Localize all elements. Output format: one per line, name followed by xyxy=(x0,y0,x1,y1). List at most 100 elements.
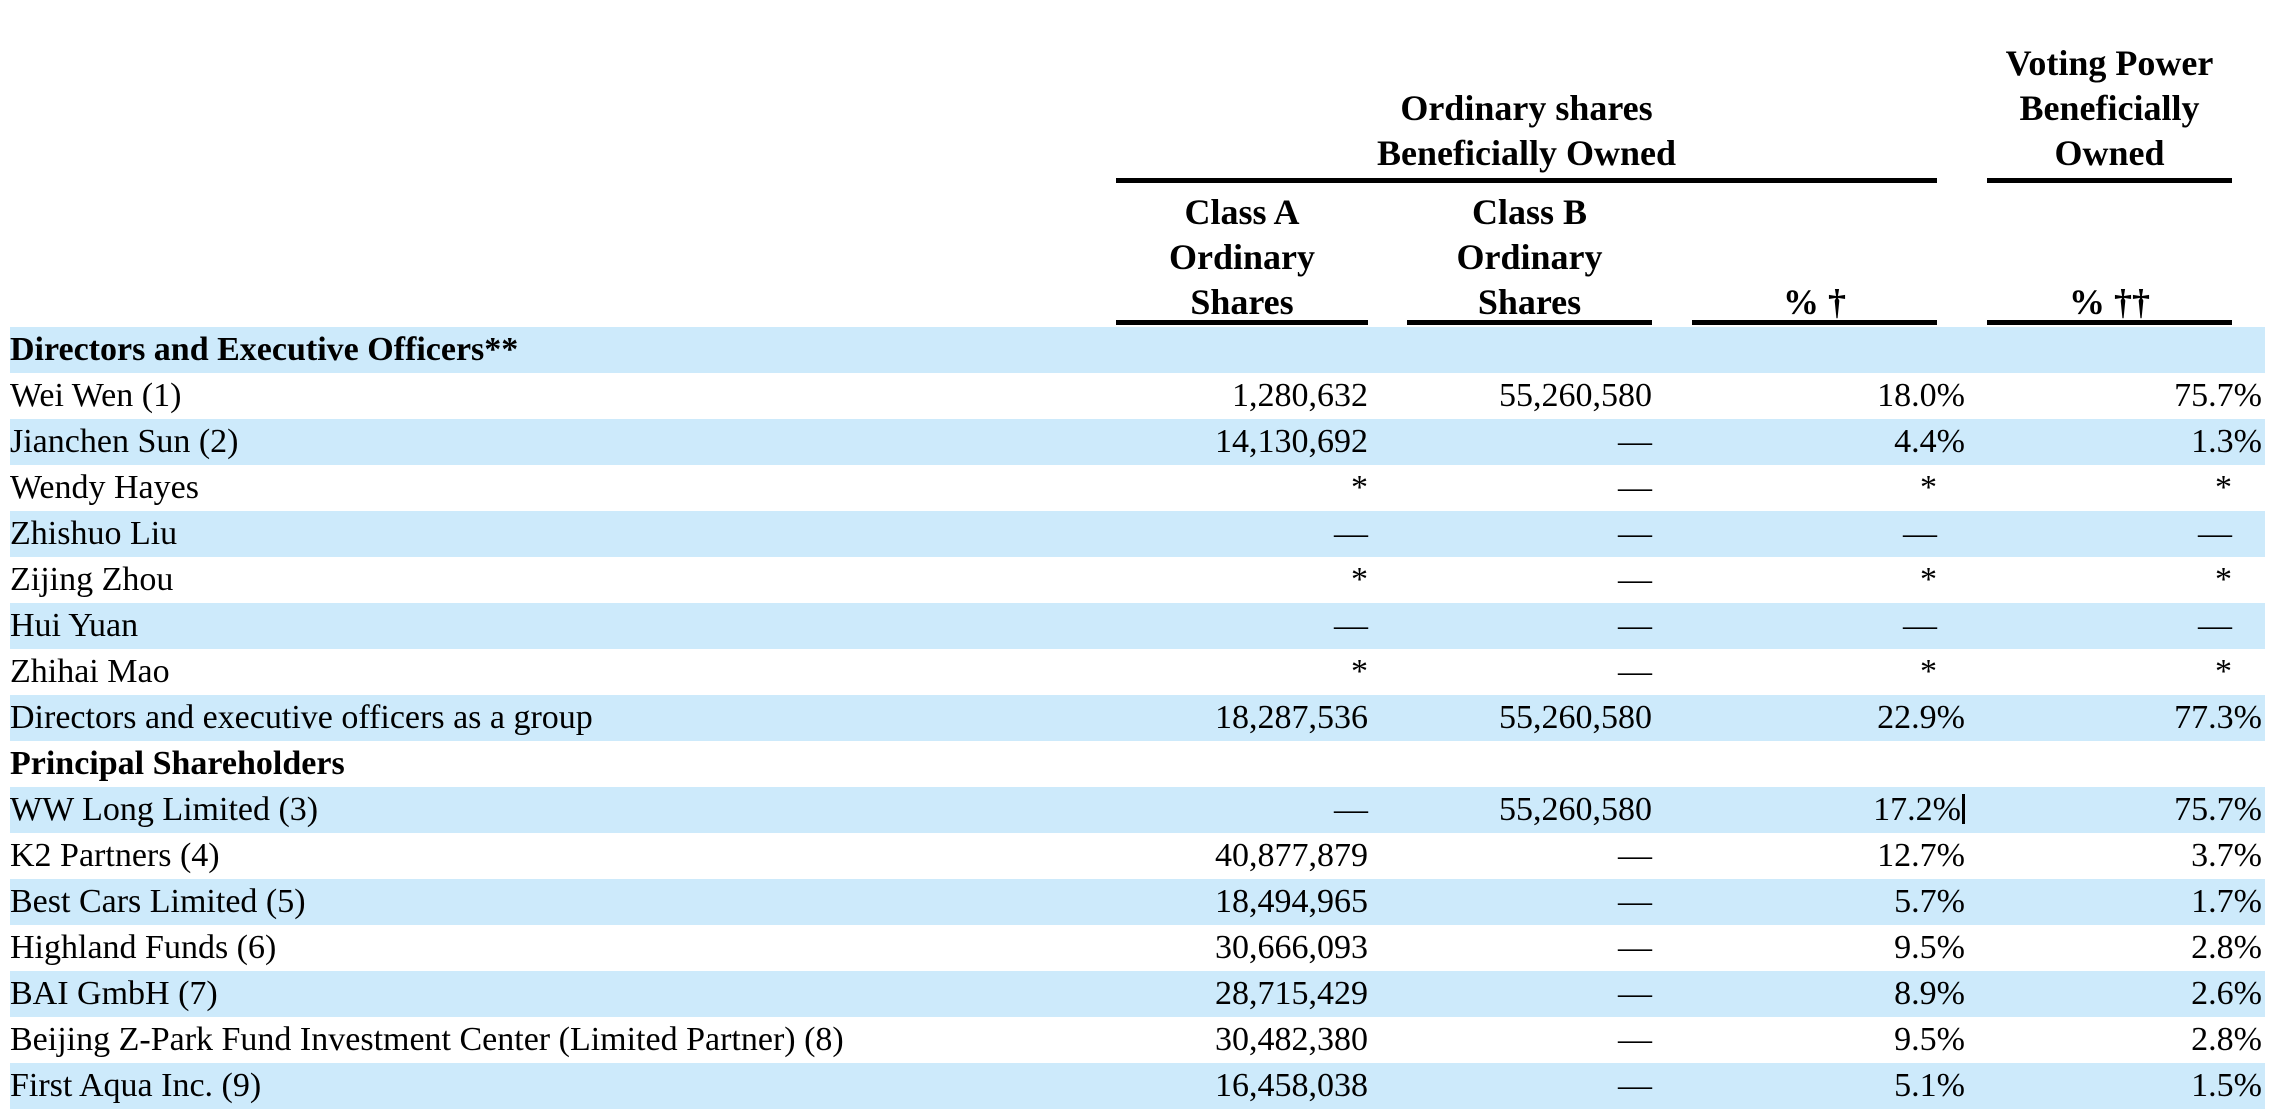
class-b-line3: Shares xyxy=(1477,282,1582,322)
table-row[interactable]: First Aqua Inc. (9) 16,458,038 — 5.1% 1.… xyxy=(10,1063,2265,1109)
column-header-class-a: Class A Ordinary Shares xyxy=(1116,190,1368,325)
cell-class-a: 18,494,965 xyxy=(1215,883,1368,920)
table-row[interactable]: Jianchen Sun (2) 14,130,692 — 4.4% 1.3% xyxy=(10,419,2265,465)
table-row[interactable]: Wendy Hayes * — * * xyxy=(10,465,2265,511)
cell-class-b: — xyxy=(1618,837,1652,874)
cell-class-a: 18,287,536 xyxy=(1215,699,1368,736)
table-row[interactable]: Highland Funds (6) 30,666,093 — 9.5% 2.8… xyxy=(10,925,2265,971)
cell-class-a: 28,715,429 xyxy=(1215,975,1368,1012)
table-row[interactable]: Beijing Z-Park Fund Investment Center (L… xyxy=(10,1017,2265,1063)
cell-pct-double-dagger: 3.7% xyxy=(2191,837,2262,874)
row-label: WW Long Limited (3) xyxy=(10,791,319,828)
table-row[interactable]: Best Cars Limited (5) 18,494,965 — 5.7% … xyxy=(10,879,2265,925)
cell-class-b: 55,260,580 xyxy=(1499,791,1652,828)
cell-class-a: — xyxy=(1334,515,1368,552)
class-a-line3: Shares xyxy=(1190,282,1294,322)
header-voting-power-line1: Voting Power xyxy=(2005,43,2214,83)
class-b-line1: Class B xyxy=(1471,192,1588,232)
cell-class-a: * xyxy=(1351,469,1368,506)
cell-class-a: * xyxy=(1351,561,1368,598)
text-cursor xyxy=(1962,794,1965,824)
cell-pct-dagger: — xyxy=(1903,515,1937,552)
header-voting-power-line2: Beneficially xyxy=(2019,88,2200,128)
cell-class-a: 16,458,038 xyxy=(1215,1067,1368,1104)
table-row[interactable]: Zijing Zhou * — * * xyxy=(10,557,2265,603)
table-row[interactable]: BAI GmbH (7) 28,715,429 — 8.9% 2.6% xyxy=(10,971,2265,1017)
cell-class-b: — xyxy=(1618,423,1652,460)
cell-pct-double-dagger: — xyxy=(2198,515,2232,552)
cell-pct-double-dagger: 1.3% xyxy=(2191,423,2262,460)
cell-pct-dagger: 17.2% xyxy=(1652,787,1965,833)
cell-class-a: 30,482,380 xyxy=(1215,1021,1368,1058)
table-row-section-principal-shareholders[interactable]: Principal Shareholders xyxy=(10,741,2265,787)
header-voting-power-line3: Owned xyxy=(2054,133,2165,173)
cell-class-b: — xyxy=(1618,561,1652,598)
header-ordinary-shares-line2: Beneficially Owned xyxy=(1377,133,1676,173)
cell-class-b: — xyxy=(1618,1067,1652,1104)
cell-class-b: — xyxy=(1618,1021,1652,1058)
cell-class-b: 55,260,580 xyxy=(1499,699,1652,736)
row-label: K2 Partners (4) xyxy=(10,837,220,874)
row-label: Zijing Zhou xyxy=(10,561,174,598)
row-label: Zhishuo Liu xyxy=(10,515,178,552)
cell-pct-dagger: * xyxy=(1920,469,1937,506)
table-row[interactable]: Directors and executive officers as a gr… xyxy=(10,695,2265,741)
cell-pct-double-dagger: * xyxy=(2215,469,2232,506)
table-row[interactable]: Hui Yuan — — — — xyxy=(10,603,2265,649)
cell-class-a: 14,130,692 xyxy=(1215,423,1368,460)
rule-class-a-column xyxy=(1116,320,1368,325)
table-header: Ordinary shares Beneficially Owned Votin… xyxy=(0,0,2280,328)
cell-pct-double-dagger: * xyxy=(2215,653,2232,690)
cell-class-a: 40,877,879 xyxy=(1215,837,1368,874)
cell-class-a: 1,280,632 xyxy=(1232,377,1368,414)
table-row[interactable]: Zhishuo Liu — — — — xyxy=(10,511,2265,557)
column-header-pct-dagger: % † xyxy=(1783,282,1846,322)
class-a-line1: Class A xyxy=(1184,192,1300,232)
cell-pct-dagger: 4.4% xyxy=(1894,423,1965,460)
table-row[interactable]: Wei Wen (1) 1,280,632 55,260,580 18.0% 7… xyxy=(10,373,2265,419)
column-header-pct-double-dagger: % †† xyxy=(2069,282,2150,322)
table-row[interactable]: WW Long Limited (3) — 55,260,580 17.2% 7… xyxy=(10,787,2265,833)
cell-pct-double-dagger: 2.8% xyxy=(2191,1021,2262,1058)
cell-pct-double-dagger: 1.5% xyxy=(2191,1067,2262,1104)
row-label: Principal Shareholders xyxy=(10,745,345,782)
row-label: Zhihai Mao xyxy=(10,653,170,690)
row-label: Beijing Z-Park Fund Investment Center (L… xyxy=(10,1021,844,1058)
cell-pct-dagger: 9.5% xyxy=(1894,929,1965,966)
cell-pct-double-dagger: 1.7% xyxy=(2191,883,2262,920)
rule-class-b-column xyxy=(1407,320,1652,325)
cell-pct-double-dagger: 2.6% xyxy=(2191,975,2262,1012)
row-label: Jianchen Sun (2) xyxy=(10,423,239,460)
row-label: Highland Funds (6) xyxy=(10,929,277,966)
cell-pct-dagger: 8.9% xyxy=(1894,975,1965,1012)
cell-pct-double-dagger: 2.8% xyxy=(2191,929,2262,966)
cell-pct-dagger: 5.7% xyxy=(1894,883,1965,920)
cell-class-a: * xyxy=(1351,653,1368,690)
cell-class-b: — xyxy=(1618,975,1652,1012)
cell-pct-dagger: 12.7% xyxy=(1877,837,1965,874)
cell-class-b: — xyxy=(1618,607,1652,644)
cell-pct-dagger: * xyxy=(1920,653,1937,690)
header-ordinary-shares-group: Ordinary shares Beneficially Owned xyxy=(1116,86,1937,176)
cell-class-a: 30,666,093 xyxy=(1215,929,1368,966)
row-label: Directors and executive officers as a gr… xyxy=(10,699,593,736)
row-label: Wei Wen (1) xyxy=(10,377,182,414)
cell-pct-dagger: — xyxy=(1903,607,1937,644)
table-row-section-directors[interactable]: Directors and Executive Officers** xyxy=(10,327,2265,373)
cell-pct-dagger: * xyxy=(1920,561,1937,598)
cell-class-b: — xyxy=(1618,653,1652,690)
class-a-line2: Ordinary xyxy=(1168,237,1315,277)
rule-pct-double-dagger-column xyxy=(1987,320,2232,325)
table-row[interactable]: Zhihai Mao * — * * xyxy=(10,649,2265,695)
pct-value: 17.2% xyxy=(1873,791,1961,828)
cell-pct-dagger: 18.0% xyxy=(1877,377,1965,414)
cell-class-b: — xyxy=(1618,469,1652,506)
cell-class-b: — xyxy=(1618,515,1652,552)
row-label: Wendy Hayes xyxy=(10,469,199,506)
table-row[interactable]: K2 Partners (4) 40,877,879 — 12.7% 3.7% xyxy=(10,833,2265,879)
row-label: Directors and Executive Officers** xyxy=(10,331,519,368)
cell-pct-double-dagger: 75.7% xyxy=(2174,791,2262,828)
cell-class-b: 55,260,580 xyxy=(1499,377,1652,414)
header-ordinary-shares-line1: Ordinary shares xyxy=(1400,88,1653,128)
